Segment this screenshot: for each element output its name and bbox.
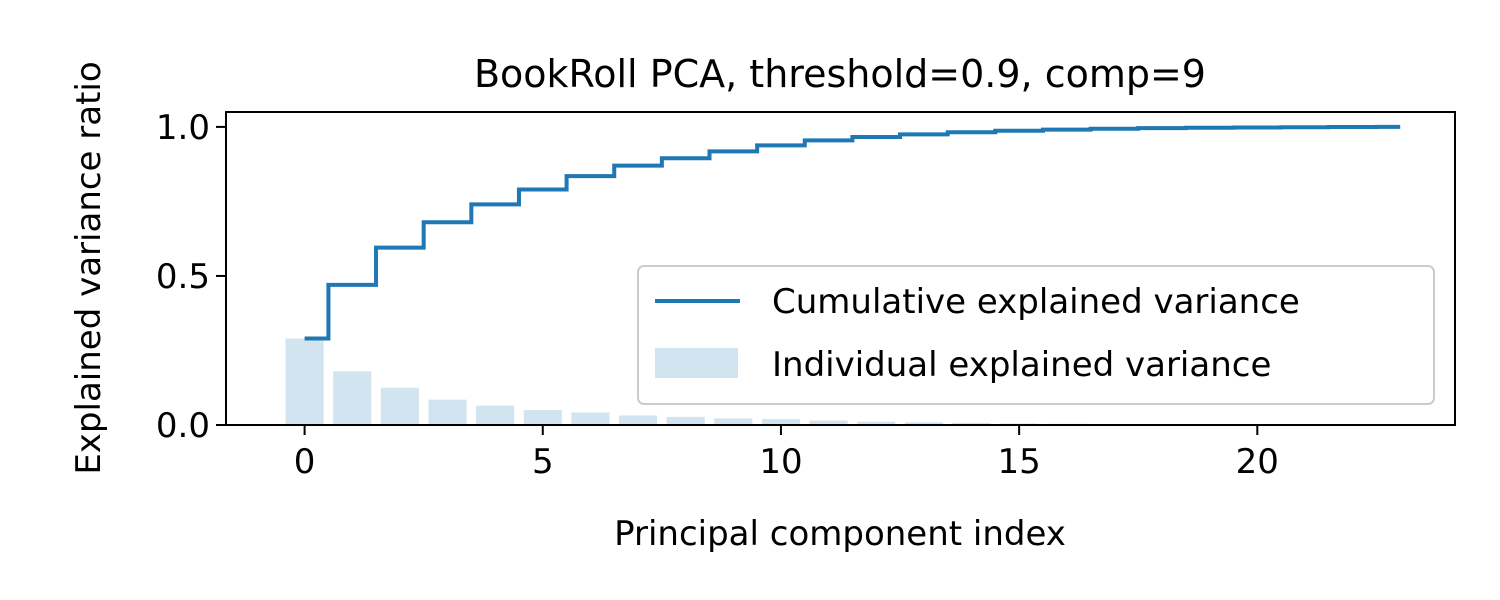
variance-bar [571, 412, 610, 425]
x-tick-label: 0 [294, 442, 316, 482]
variance-bar [714, 418, 753, 425]
y-axis-label: Explained variance ratio [69, 61, 109, 474]
variance-bar [476, 405, 515, 425]
variance-bar [904, 422, 943, 425]
variance-bar [761, 419, 801, 425]
variance-bar [428, 399, 467, 425]
x-tick-label: 5 [532, 442, 554, 482]
variance-bar [952, 422, 991, 425]
x-tick-label: 10 [759, 442, 802, 482]
variance-bar [666, 416, 705, 425]
y-tick-label: 0.0 [156, 406, 210, 446]
x-tick-label: 20 [1236, 442, 1279, 482]
plot-frame [225, 111, 1456, 426]
variance-bar [618, 415, 658, 425]
variance-bar [380, 387, 419, 425]
cumulative-variance-line [304, 124, 1401, 341]
legend: Cumulative explained variance Individual… [637, 265, 1435, 405]
variance-bar [333, 371, 372, 425]
variance-bar [523, 410, 562, 425]
legend-label-cumulative: Cumulative explained variance [772, 282, 1300, 322]
variance-bar [809, 420, 848, 425]
y-axis-ticks: 0.0 0.5 1.0 [156, 108, 226, 446]
y-tick-label: 1.0 [156, 108, 210, 148]
variance-bar [285, 338, 324, 425]
y-tick-label: 0.5 [156, 257, 210, 297]
x-axis-label: Principal component index [614, 514, 1066, 554]
legend-box [637, 265, 1435, 405]
individual-variance-bars [285, 338, 1420, 425]
legend-label-individual: Individual explained variance [772, 345, 1271, 385]
variance-bar [857, 421, 896, 425]
x-tick-label: 15 [998, 442, 1041, 482]
x-axis-ticks: 0 5 10 15 20 [294, 425, 1279, 482]
legend-bar-swatch [655, 348, 738, 378]
chart-title: BookRoll PCA, threshold=0.9, comp=9 [474, 52, 1206, 96]
